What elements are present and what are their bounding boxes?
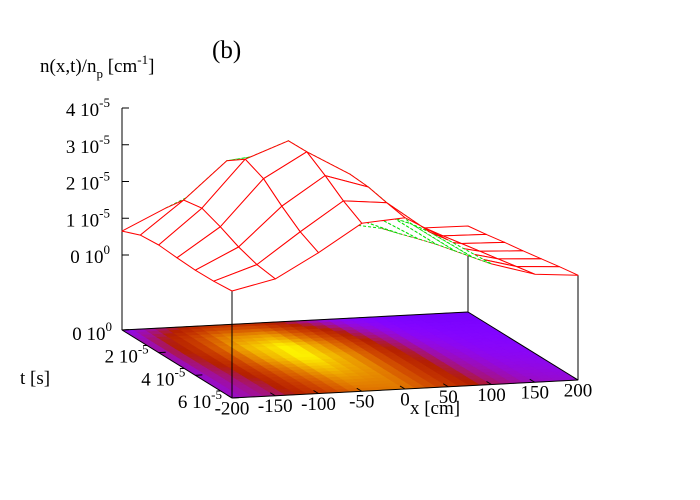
t-tick-label: 2 10-5	[105, 342, 149, 368]
x-tick-label: 200	[564, 380, 593, 401]
x-tick	[486, 381, 492, 385]
t-tick-label: 6 10-5	[178, 387, 222, 413]
z-tick-label: 4 10-5	[66, 95, 110, 121]
z-tick-label-sup: 0	[104, 242, 111, 257]
z-axis-label-unit: [cm	[103, 56, 138, 77]
surface-cell	[213, 264, 276, 292]
z-tick-label: 3 10-5	[66, 132, 110, 158]
z-tick-label-text: 4 10	[66, 100, 99, 121]
x-tick-label: -150	[258, 396, 293, 417]
z-tick-label-text: 0 10	[70, 247, 103, 268]
x-tick	[399, 385, 406, 390]
base-edge	[467, 311, 579, 381]
t-tick-label-text: 0 10	[72, 324, 105, 345]
z-axis-label-end: ]	[148, 56, 154, 77]
z-tick-label-text: 1 10	[66, 211, 99, 232]
x-tick-label: 100	[477, 385, 506, 406]
t-axis-label: t [s]	[20, 368, 50, 389]
t-tick-label: 4 10-5	[141, 364, 185, 390]
z-axis-label-sub: p	[96, 66, 103, 81]
z-axis-label-sup: -1	[137, 52, 148, 67]
x-tick	[572, 376, 579, 381]
z-axis-label-text: n(x,t)/n	[40, 56, 97, 77]
x-tick	[529, 378, 536, 383]
t-axis	[121, 329, 233, 399]
z-tick-label-sup: -5	[99, 95, 110, 110]
z-axis-label: n(x,t)/np [cm-1]	[40, 52, 154, 81]
t-tick-label-text: 4 10	[141, 370, 174, 391]
t-tick-label-sup: -5	[211, 387, 222, 402]
surface-cell	[472, 256, 536, 275]
x-tick	[269, 392, 276, 397]
z-tick-label-sup: -5	[99, 132, 110, 147]
x-tick-label: 0	[400, 389, 410, 410]
x-tick	[356, 387, 363, 392]
t-tick-label-sup: 0	[106, 319, 113, 334]
x-tick	[442, 383, 449, 388]
x-axis-label: x [cm]	[410, 398, 460, 419]
t-tick-label-sup: -5	[138, 342, 149, 357]
z-tick-label-sup: -5	[99, 205, 110, 220]
z-tick-label-text: 3 10	[66, 137, 99, 158]
z-tick-label: 1 10-5	[66, 205, 110, 231]
z-tick-label: 0 100	[70, 242, 110, 268]
x-tick-label: -50	[349, 392, 374, 413]
z-tick-label-sup: -5	[99, 168, 110, 183]
x-tick-label: 50	[439, 387, 458, 408]
z-tick-label: 2 10-5	[66, 168, 110, 194]
x-tick-label: 150	[521, 383, 550, 404]
x-tick	[313, 390, 319, 394]
x-tick	[226, 394, 233, 399]
base-edge	[121, 311, 469, 331]
x-tick-label: -200	[215, 398, 250, 419]
t-tick-label: 0 100	[72, 319, 112, 345]
panel-label: (b)	[212, 37, 241, 64]
x-tick-label: -100	[301, 394, 336, 415]
t-tick-label-text: 2 10	[105, 347, 138, 368]
t-tick-label-text: 6 10	[178, 392, 211, 413]
z-tick-label-text: 2 10	[66, 174, 99, 195]
t-tick-label-sup: -5	[174, 364, 185, 379]
